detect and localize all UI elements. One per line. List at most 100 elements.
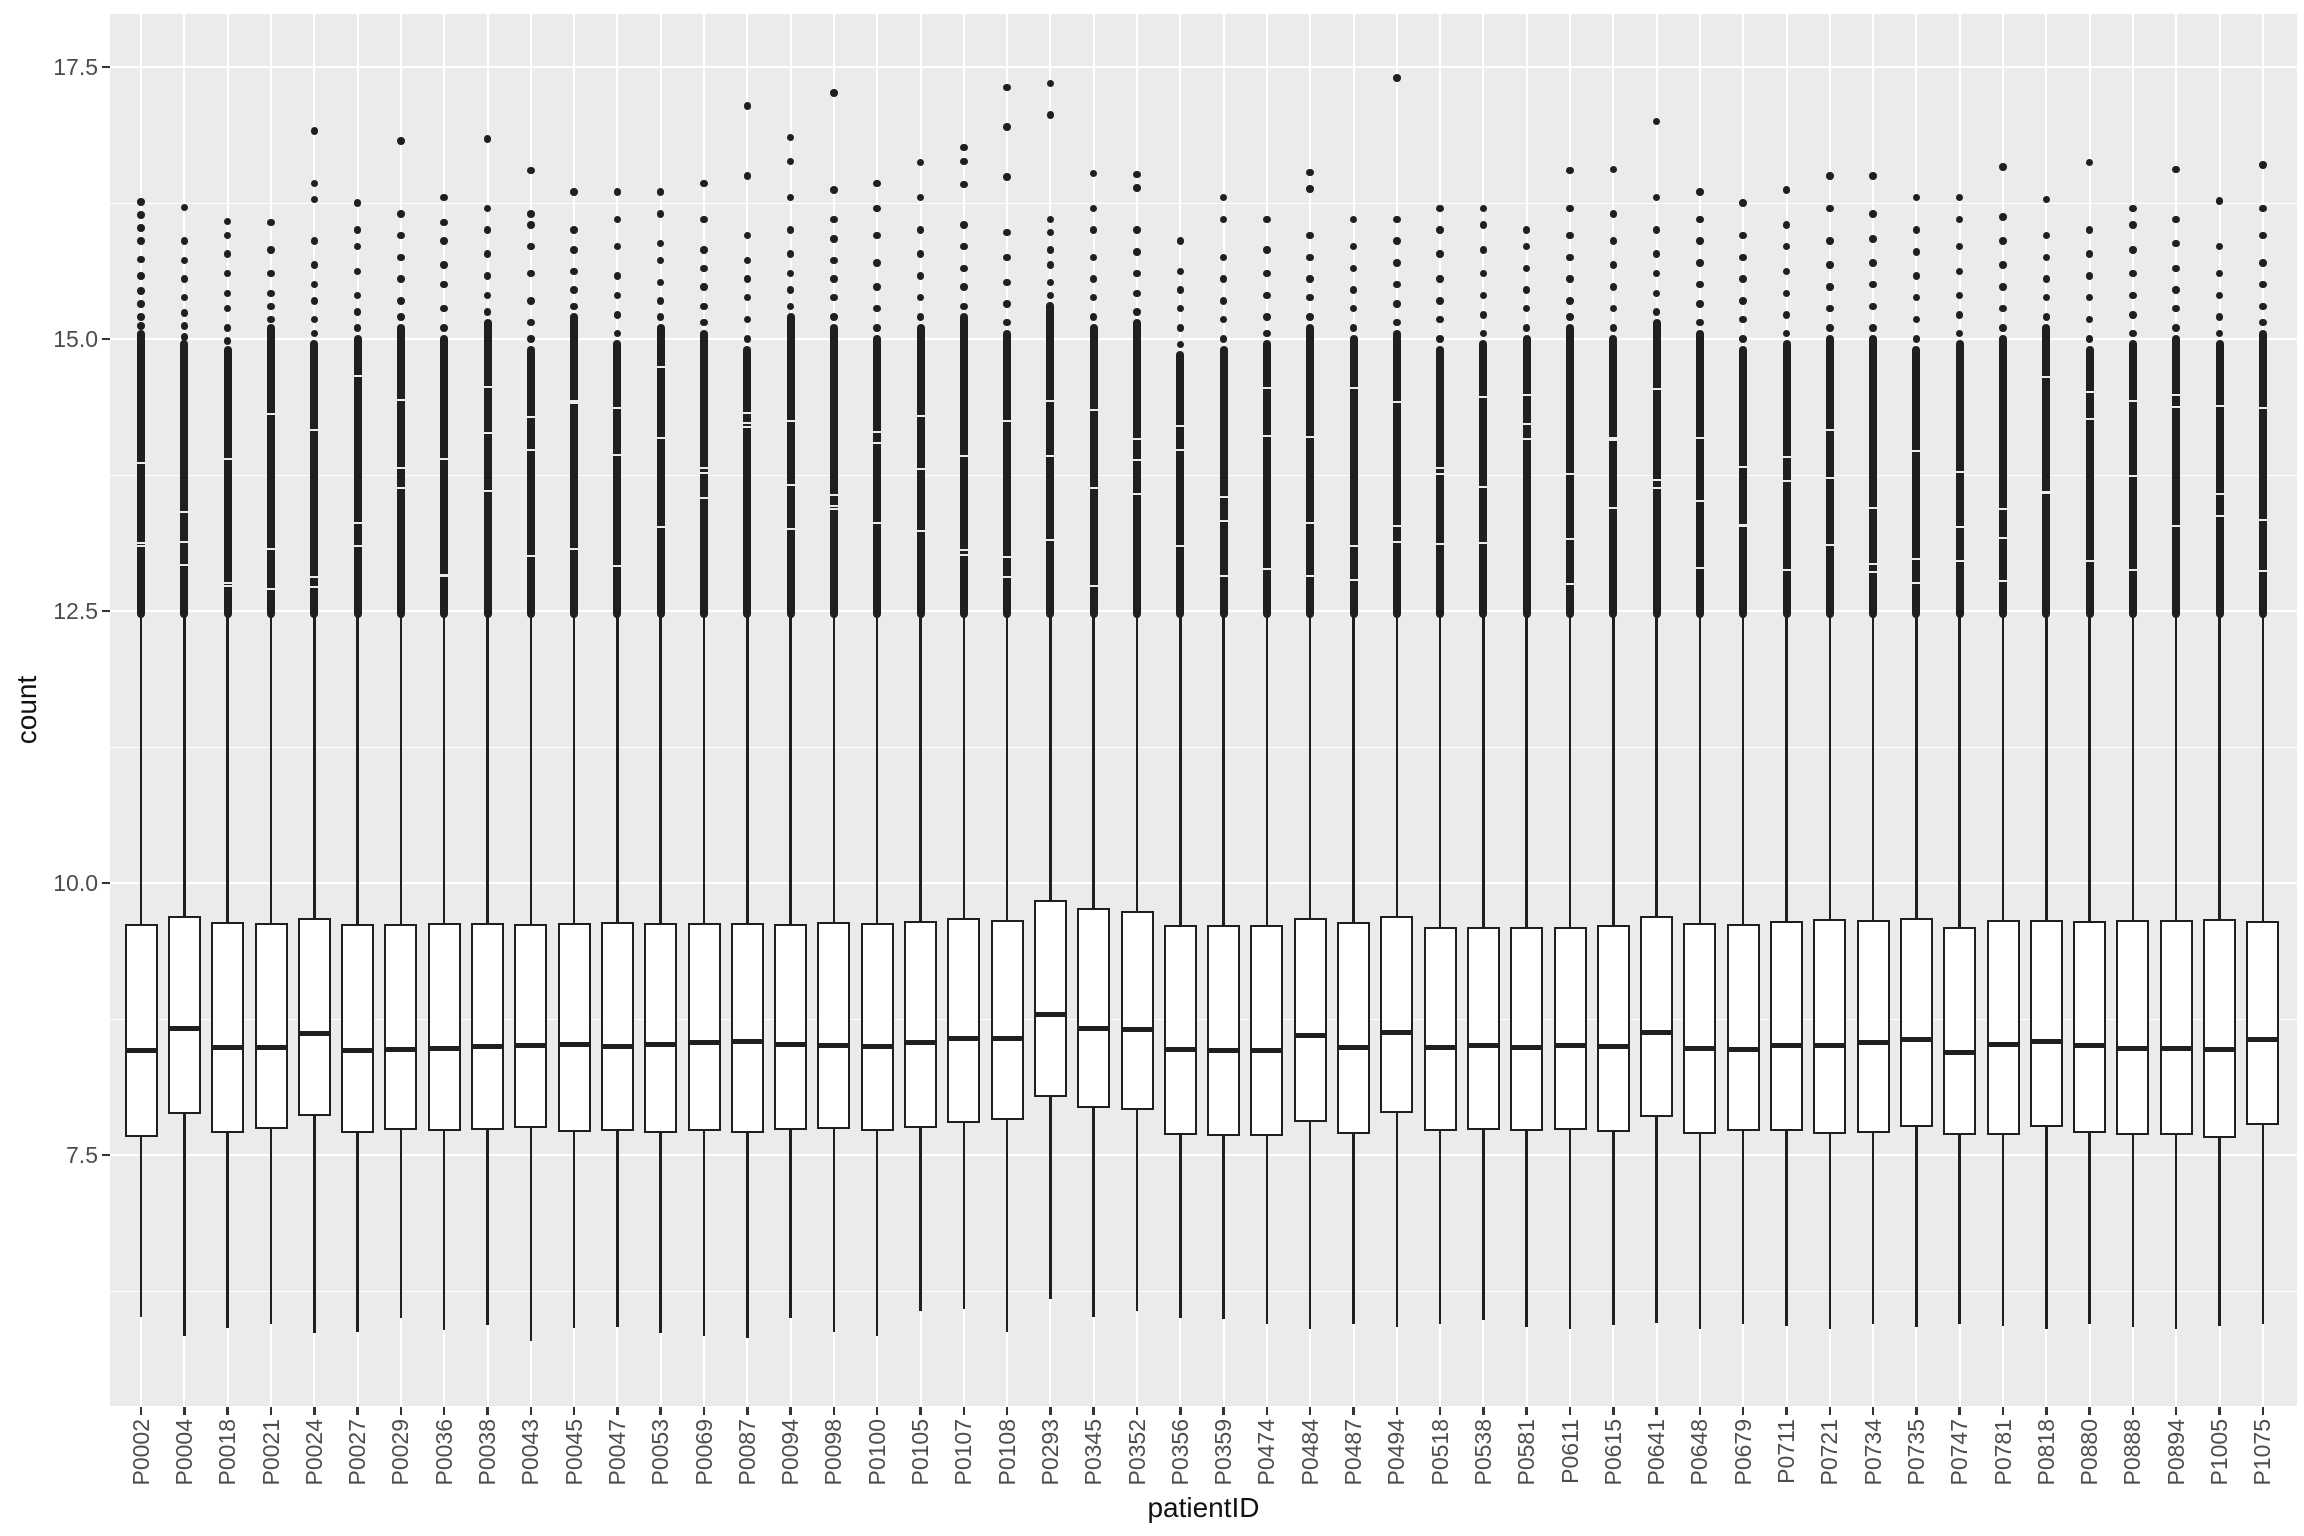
outlier-dense-gap <box>1089 408 1098 411</box>
outlier-point <box>1782 221 1791 229</box>
outlier-point <box>1003 123 1011 131</box>
outlier-dense-gap <box>2258 570 2267 573</box>
outlier-point <box>1912 226 1921 234</box>
outlier-dense-column <box>1869 335 1878 619</box>
outlier-dense-gap <box>310 585 319 588</box>
boxplot-box <box>1943 926 1977 1136</box>
outlier-point <box>1652 269 1661 278</box>
outlier-point <box>440 324 448 332</box>
boxplot-median <box>2029 1039 2063 1045</box>
outlier-point <box>1912 293 1921 302</box>
outlier-dense-gap <box>137 545 146 548</box>
x-axis-tick <box>442 1407 446 1415</box>
outlier-dense-gap <box>1176 545 1185 548</box>
outlier-dense-gap <box>959 454 968 457</box>
outlier-dense-gap <box>1003 555 1012 558</box>
outlier-point <box>1869 280 1877 289</box>
outlier-point <box>440 237 448 245</box>
boxplot-median <box>471 1043 504 1049</box>
outlier-point <box>1393 215 1401 224</box>
outlier-dense-gap <box>180 540 189 543</box>
outlier-dense-gap <box>700 497 708 500</box>
x-tick-label: P0047 <box>603 1419 630 1486</box>
outlier-point <box>267 269 275 278</box>
outlier-dense-gap <box>2085 559 2094 562</box>
x-tick-label: P0494 <box>1383 1419 1410 1486</box>
y-minor-gridline <box>110 1290 2297 1292</box>
outlier-point <box>916 272 925 280</box>
outlier-dense-gap <box>1046 539 1055 542</box>
outlier-dense-gap <box>570 548 579 551</box>
x-axis-tick <box>789 1407 792 1415</box>
y-tick-label: 7.5 <box>66 1142 98 1168</box>
outlier-point <box>656 278 665 287</box>
outlier-point <box>873 179 881 188</box>
outlier-point <box>1999 213 2007 221</box>
outlier-dense-gap <box>2042 375 2051 378</box>
outlier-point <box>830 89 838 97</box>
outlier-point <box>873 283 881 291</box>
outlier-point <box>2129 329 2137 338</box>
outlier-dense-gap <box>1912 558 1921 561</box>
outlier-point <box>527 166 535 175</box>
x-tick-label: P0021 <box>257 1419 284 1486</box>
outlier-dense-gap <box>1609 437 1618 440</box>
outlier-dense-column <box>526 345 535 619</box>
outlier-dense-gap <box>310 429 319 432</box>
outlier-point <box>310 329 319 338</box>
outlier-dense-gap <box>1089 487 1098 490</box>
outlier-point <box>960 180 968 189</box>
boxplot-box <box>1596 925 1630 1133</box>
boxplot-box <box>1033 900 1067 1098</box>
outlier-point <box>527 335 535 343</box>
boxplot-median <box>1596 1043 1630 1049</box>
outlier-dense-column <box>829 324 838 619</box>
x-tick-label: P0356 <box>1166 1419 1193 1486</box>
outlier-point <box>1089 204 1098 213</box>
outlier-point <box>1003 228 1011 237</box>
outlier-point <box>1176 324 1185 332</box>
outlier-point <box>180 322 189 330</box>
outlier-point <box>1739 199 1747 207</box>
outlier-dense-gap <box>1609 506 1618 509</box>
outlier-point <box>1046 228 1055 237</box>
outlier-dense-gap <box>1176 449 1185 452</box>
boxplot-box <box>860 923 894 1132</box>
outlier-point <box>1869 172 1877 180</box>
y-tick-label: 10.0 <box>53 870 98 896</box>
x-axis-tick <box>1958 1407 1961 1415</box>
boxplot-box <box>254 923 288 1129</box>
outlier-dense-column <box>1262 340 1271 619</box>
x-axis-tick <box>2131 1407 2135 1415</box>
outlier-dense-gap <box>1046 455 1055 458</box>
outlier-dense-column <box>2042 324 2051 619</box>
outlier-point <box>1869 210 1877 218</box>
outlier-point <box>1696 318 1704 327</box>
outlier-point <box>1782 186 1791 194</box>
x-axis-tick <box>962 1407 966 1415</box>
outlier-dense-gap <box>1912 449 1921 452</box>
outlier-dense-gap <box>1262 434 1271 437</box>
outlier-point <box>1912 248 1921 256</box>
y-tick-label: 15.0 <box>53 326 98 352</box>
outlier-dense-column <box>570 313 579 619</box>
outlier-dense-gap <box>1479 485 1488 488</box>
outlier-dense-gap <box>1955 526 1964 529</box>
boxplot-box <box>1986 919 2020 1136</box>
outlier-dense-gap <box>656 365 665 368</box>
x-axis-tick <box>1222 1407 1225 1415</box>
outlier-dense-gap <box>1349 386 1358 389</box>
outlier-dense-gap <box>1479 541 1488 544</box>
outlier-point <box>1739 231 1747 240</box>
x-tick-label: P0018 <box>214 1419 241 1486</box>
outlier-point <box>1955 291 1964 300</box>
outlier-dense-gap <box>1955 559 1964 562</box>
outlier-point <box>1652 250 1661 258</box>
outlier-dense-gap <box>700 472 708 475</box>
x-tick-label: P0581 <box>1513 1419 1540 1486</box>
outlier-point <box>2172 286 2180 294</box>
outlier-dense-gap <box>2128 399 2137 402</box>
x-axis-tick <box>746 1407 749 1415</box>
outlier-point <box>786 133 795 142</box>
outlier-point <box>2172 304 2180 313</box>
